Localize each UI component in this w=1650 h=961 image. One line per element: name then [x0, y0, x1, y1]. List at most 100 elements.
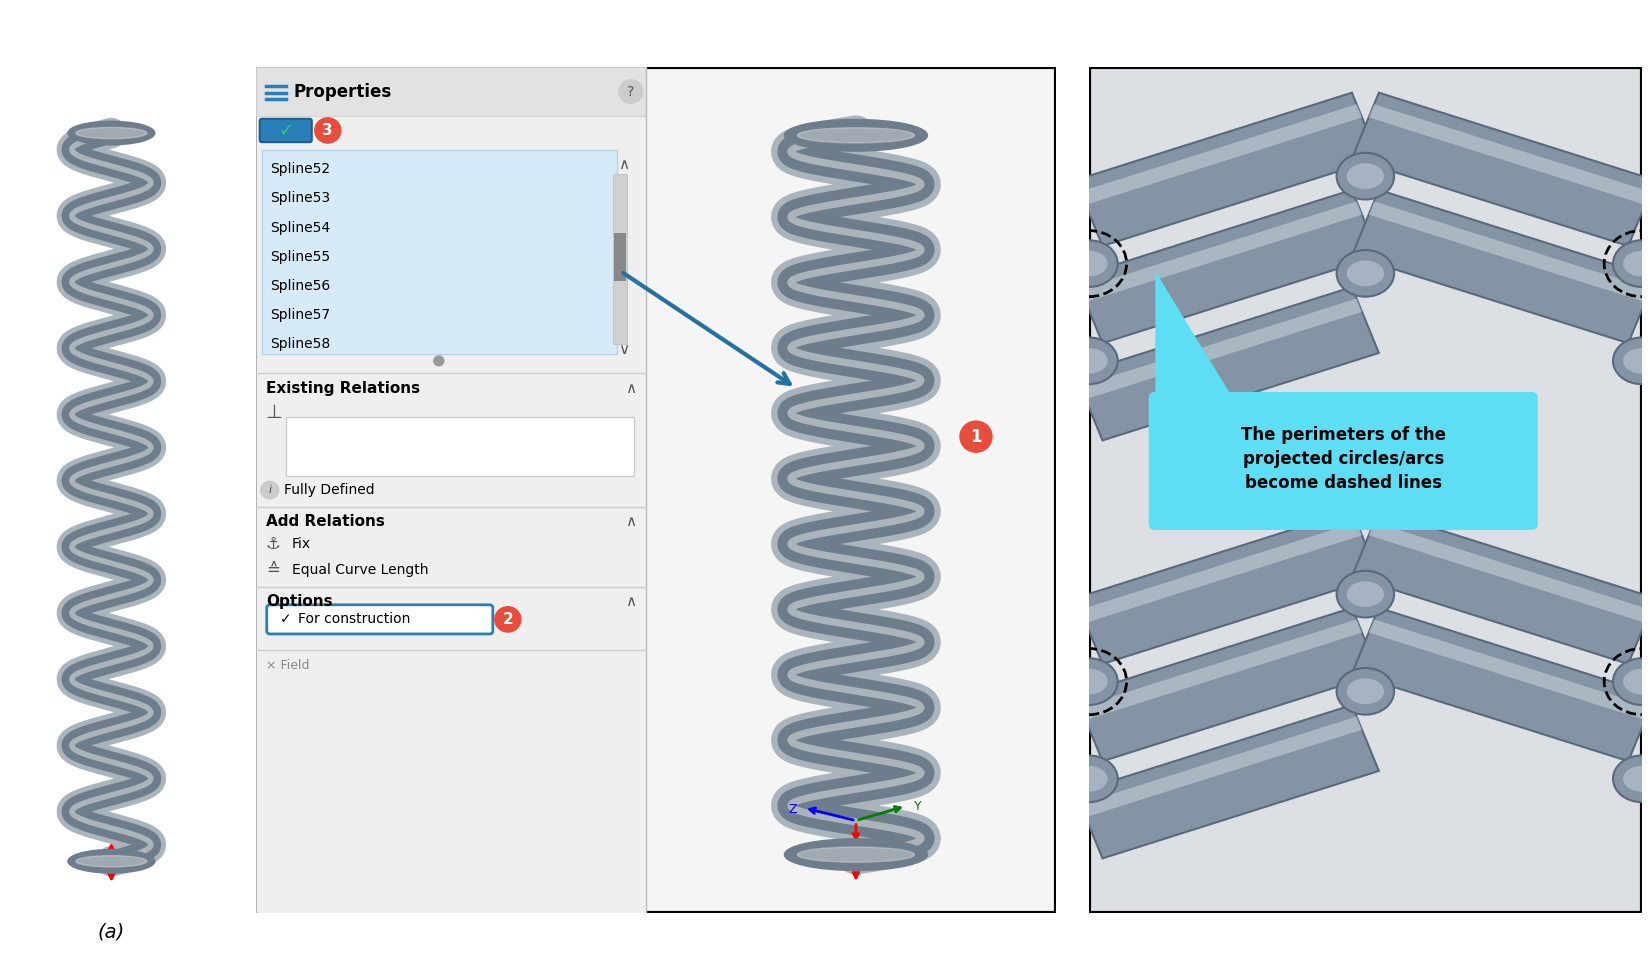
Ellipse shape: [1071, 669, 1107, 695]
Text: 3: 3: [322, 123, 333, 138]
Ellipse shape: [1624, 348, 1650, 374]
Polygon shape: [1081, 717, 1361, 817]
Polygon shape: [1155, 271, 1233, 398]
Ellipse shape: [784, 839, 927, 871]
Polygon shape: [1081, 522, 1361, 623]
Polygon shape: [1351, 190, 1650, 343]
Polygon shape: [1370, 522, 1650, 623]
Ellipse shape: [1624, 251, 1650, 277]
FancyBboxPatch shape: [256, 67, 645, 116]
Text: ∧: ∧: [625, 595, 637, 609]
Text: The perimeters of the
projected circles/arcs
become dashed lines: The perimeters of the projected circles/…: [1241, 427, 1445, 492]
Text: Add Relations: Add Relations: [266, 514, 384, 529]
Text: ≙: ≙: [266, 561, 279, 579]
Ellipse shape: [1336, 571, 1394, 618]
Ellipse shape: [1614, 337, 1650, 384]
Text: ∧: ∧: [625, 514, 637, 529]
Text: Spline57: Spline57: [269, 308, 330, 322]
FancyBboxPatch shape: [285, 417, 634, 476]
Text: Z: Z: [789, 803, 797, 817]
Ellipse shape: [1061, 658, 1117, 705]
Ellipse shape: [1614, 240, 1650, 287]
Circle shape: [960, 421, 992, 453]
FancyBboxPatch shape: [612, 174, 627, 344]
Ellipse shape: [1624, 766, 1650, 792]
Polygon shape: [1081, 202, 1361, 302]
Ellipse shape: [1061, 240, 1117, 287]
Ellipse shape: [68, 121, 155, 145]
Polygon shape: [1076, 608, 1379, 761]
Ellipse shape: [68, 850, 155, 873]
Text: Options: Options: [266, 595, 332, 609]
Polygon shape: [1076, 705, 1379, 858]
Text: ∨: ∨: [619, 342, 629, 357]
Polygon shape: [1370, 620, 1650, 720]
Text: ?: ?: [627, 85, 635, 99]
Circle shape: [261, 481, 279, 499]
Text: Spline52: Spline52: [269, 162, 330, 176]
Ellipse shape: [1346, 678, 1384, 704]
Polygon shape: [1081, 104, 1361, 205]
Ellipse shape: [76, 855, 147, 867]
Ellipse shape: [797, 128, 914, 143]
Ellipse shape: [797, 847, 914, 862]
Text: (a): (a): [97, 923, 125, 942]
Text: × Field: × Field: [266, 658, 309, 672]
Ellipse shape: [1071, 766, 1107, 792]
FancyBboxPatch shape: [1089, 67, 1642, 913]
Text: ✓: ✓: [279, 121, 294, 139]
FancyBboxPatch shape: [262, 150, 617, 354]
Text: ∧: ∧: [619, 157, 629, 172]
Text: Spline55: Spline55: [269, 250, 330, 264]
Polygon shape: [1081, 620, 1361, 720]
Ellipse shape: [76, 128, 147, 138]
Ellipse shape: [1071, 251, 1107, 277]
Text: ⚓: ⚓: [266, 534, 281, 553]
FancyBboxPatch shape: [1148, 392, 1538, 530]
Text: For construction: For construction: [297, 612, 411, 627]
Text: Fully Defined: Fully Defined: [284, 483, 375, 497]
Polygon shape: [1351, 510, 1650, 664]
Ellipse shape: [1346, 163, 1384, 189]
FancyBboxPatch shape: [267, 604, 493, 634]
Polygon shape: [1370, 104, 1650, 205]
Circle shape: [619, 80, 644, 103]
Text: i: i: [269, 485, 271, 495]
Ellipse shape: [784, 119, 927, 151]
Ellipse shape: [1624, 669, 1650, 695]
Text: Spline58: Spline58: [269, 337, 330, 352]
Ellipse shape: [1614, 755, 1650, 802]
Text: Spline54: Spline54: [269, 221, 330, 234]
Ellipse shape: [1071, 348, 1107, 374]
Polygon shape: [1370, 202, 1650, 302]
Circle shape: [434, 356, 444, 366]
Ellipse shape: [1346, 260, 1384, 286]
Ellipse shape: [1614, 658, 1650, 705]
FancyBboxPatch shape: [614, 233, 625, 282]
FancyBboxPatch shape: [256, 67, 645, 913]
Text: Equal Curve Length: Equal Curve Length: [292, 563, 429, 577]
Ellipse shape: [1061, 755, 1117, 802]
Polygon shape: [1076, 510, 1379, 664]
FancyBboxPatch shape: [256, 67, 1056, 913]
Text: Fix: Fix: [292, 536, 310, 551]
Text: Spline53: Spline53: [269, 191, 330, 206]
Text: ⊥: ⊥: [266, 403, 282, 422]
Circle shape: [495, 606, 521, 632]
Polygon shape: [1351, 92, 1650, 246]
Text: 1: 1: [970, 428, 982, 446]
Polygon shape: [1076, 92, 1379, 246]
Polygon shape: [1081, 299, 1361, 399]
Ellipse shape: [1336, 668, 1394, 715]
Polygon shape: [1351, 608, 1650, 761]
Text: Existing Relations: Existing Relations: [266, 381, 419, 396]
Ellipse shape: [1336, 153, 1394, 200]
Ellipse shape: [1346, 581, 1384, 607]
Circle shape: [315, 118, 342, 143]
Text: Y: Y: [914, 800, 922, 812]
Text: 2: 2: [503, 612, 513, 627]
Polygon shape: [1076, 287, 1379, 440]
FancyBboxPatch shape: [259, 119, 312, 142]
Text: Properties: Properties: [294, 83, 393, 101]
Polygon shape: [1076, 190, 1379, 343]
